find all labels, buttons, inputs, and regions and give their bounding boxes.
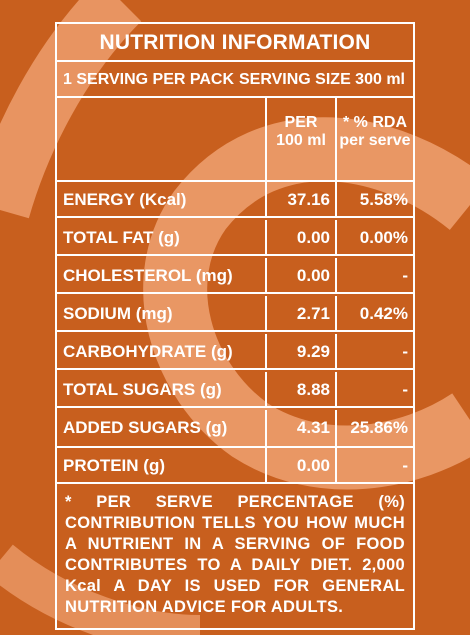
rda-value: - [335, 448, 413, 482]
per-100ml-value: 37.16 [265, 182, 335, 216]
table-row-added-sugars: ADDED SUGARS (g) 4.31 25.86% [57, 410, 413, 448]
rda-footnote: * PER SERVE PERCENTAGE (%) CONTRIBUTION … [65, 493, 405, 616]
rda-value: - [335, 258, 413, 292]
per-100ml-value: 2.71 [265, 296, 335, 330]
panel-title: NUTRITION INFORMATION [57, 24, 413, 62]
nutrient-label: CHOLESTEROL (mg) [63, 266, 233, 285]
nutrient-label: TOTAL FAT (g) [63, 228, 180, 247]
rda-value: - [335, 372, 413, 406]
per-100ml-value: 0.00 [265, 258, 335, 292]
rda-value: 0.00% [335, 220, 413, 254]
nutrient-label: CARBOHYDRATE (g) [63, 342, 233, 361]
table-row-sodium: SODIUM (mg) 2.71 0.42% [57, 296, 413, 332]
servings-per-pack: 1 SERVING PER PACK [63, 71, 235, 88]
header-rda: * % RDA per serve [335, 98, 413, 180]
nutrient-label: TOTAL SUGARS (g) [63, 380, 222, 399]
rda-value: 5.58% [335, 182, 413, 216]
nutrition-panel: NUTRITION INFORMATION 1 SERVING PER PACK… [55, 22, 415, 630]
table-row-cholesterol: CHOLESTEROL (mg) 0.00 - [57, 258, 413, 294]
rda-value: - [335, 334, 413, 368]
rda-value: 0.42% [335, 296, 413, 330]
table-header: PER 100 ml * % RDA per serve [57, 98, 413, 182]
per-100ml-value: 8.88 [265, 372, 335, 406]
table-row-total-fat: TOTAL FAT (g) 0.00 0.00% [57, 220, 413, 256]
nutrient-label: SODIUM (mg) [63, 304, 173, 323]
rda-value: 25.86% [335, 410, 413, 446]
table-row-energy: ENERGY (Kcal) 37.16 5.58% [57, 182, 413, 218]
serving-size: SERVING SIZE 300 ml [239, 71, 405, 88]
table-row-protein: PROTEIN (g) 0.00 - [57, 448, 413, 484]
per-100ml-value: 4.31 [265, 410, 335, 446]
nutrient-label: ADDED SUGARS (g) [63, 418, 228, 437]
per-100ml-value: 0.00 [265, 448, 335, 482]
table-row-carbohydrate: CARBOHYDRATE (g) 9.29 - [57, 334, 413, 370]
nutrient-label: PROTEIN (g) [63, 456, 165, 475]
table-row-total-sugars: TOTAL SUGARS (g) 8.88 - [57, 372, 413, 408]
nutrient-label: ENERGY (Kcal) [63, 190, 187, 209]
header-per-100ml: PER 100 ml [265, 98, 335, 180]
per-100ml-value: 0.00 [265, 220, 335, 254]
header-blank-cell [57, 98, 265, 180]
per-100ml-value: 9.29 [265, 334, 335, 368]
serving-info: 1 SERVING PER PACK SERVING SIZE 300 ml [57, 62, 413, 98]
